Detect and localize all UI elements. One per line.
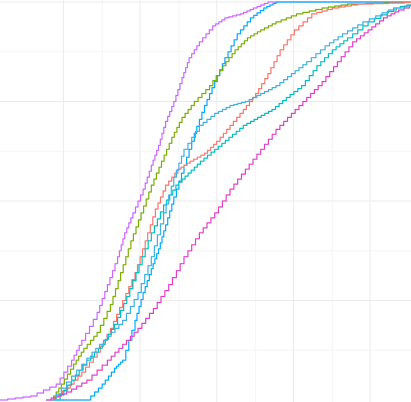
series-line-5 [56,4,411,401]
series-line-7 [51,5,411,401]
series-line-2 [46,1,411,401]
series-line-3 [51,1,411,401]
series-line-6 [46,5,411,401]
